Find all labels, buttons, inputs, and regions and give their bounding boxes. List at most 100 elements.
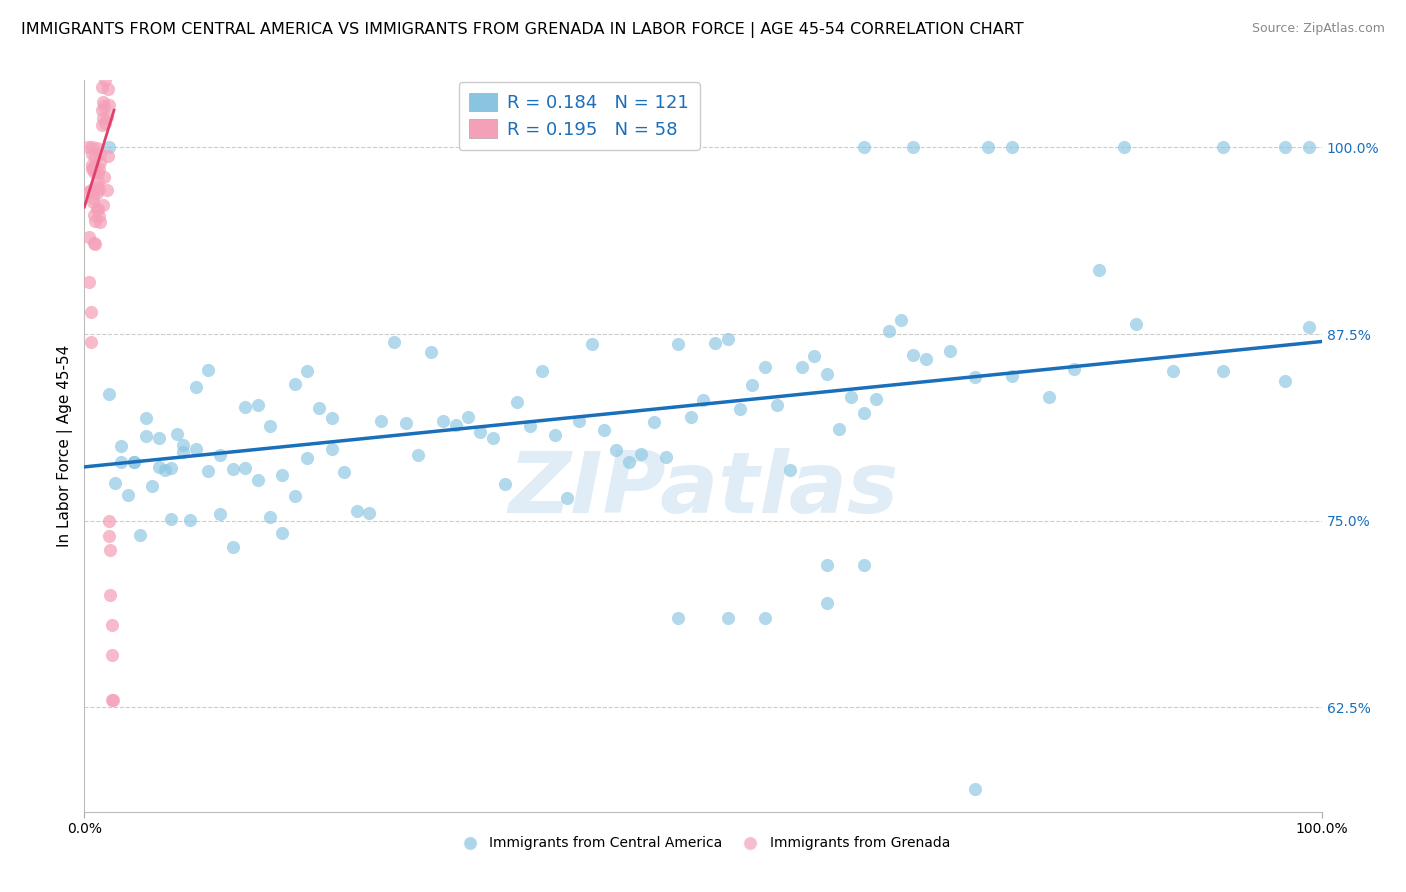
Point (89, 147, 111, 161)
Point (395, 416, 418, 430)
Point (80, 162, 103, 177)
Point (233, 461, 256, 475)
Point (84, 236, 107, 251)
Point (308, 401, 330, 415)
Point (741, 378, 763, 392)
Point (98, 140, 121, 154)
Point (815, 558, 838, 573)
Point (852, 558, 875, 573)
Point (295, 451, 318, 466)
Point (79, 304, 101, 318)
Point (852, 140, 875, 154)
Point (259, 510, 281, 524)
Point (568, 414, 591, 428)
Point (877, 324, 900, 338)
Point (98, 514, 121, 528)
Point (98, 543, 121, 558)
Point (1161, 364, 1184, 378)
Point (321, 411, 343, 425)
Point (80, 146, 103, 161)
Point (82, 161, 104, 176)
Point (1274, 375, 1296, 389)
Point (408, 448, 430, 462)
Point (89, 182, 111, 196)
Point (94, 116, 117, 130)
Point (222, 462, 245, 476)
Point (110, 455, 132, 469)
Point (84, 150, 107, 164)
Point (82, 194, 104, 209)
Point (91, 197, 114, 211)
Point (284, 489, 307, 503)
Point (704, 335, 727, 350)
Point (160, 512, 183, 526)
Point (77, 186, 100, 200)
Point (419, 344, 441, 359)
Text: Source: ZipAtlas.com: Source: ZipAtlas.com (1251, 22, 1385, 36)
Point (284, 377, 307, 392)
Point (295, 363, 318, 377)
Point (271, 526, 294, 541)
Point (89, 162, 111, 177)
Point (100, 692, 122, 706)
Point (382, 334, 405, 349)
Point (83, 164, 105, 178)
Point (357, 507, 380, 521)
Point (494, 477, 516, 491)
Text: IMMIGRANTS FROM CENTRAL AMERICA VS IMMIGRANTS FROM GRENADA IN LABOR FORCE | AGE : IMMIGRANTS FROM CENTRAL AMERICA VS IMMIG… (21, 22, 1024, 38)
Point (166, 427, 188, 442)
Point (179, 513, 201, 527)
Point (100, 618, 122, 632)
Point (93, 99, 115, 113)
Point (86, 141, 108, 155)
Point (89, 214, 111, 228)
Point (865, 392, 887, 407)
Point (1112, 140, 1135, 154)
Point (233, 400, 256, 414)
Point (135, 411, 157, 425)
Point (717, 332, 740, 346)
Point (122, 455, 145, 469)
Point (1125, 317, 1147, 331)
Point (457, 410, 479, 425)
Point (82, 191, 104, 205)
Point (101, 692, 124, 706)
Point (779, 463, 801, 477)
Point (117, 488, 139, 502)
Point (506, 395, 529, 409)
Point (246, 397, 269, 411)
Point (96, 183, 118, 197)
Point (593, 423, 616, 437)
Point (100, 648, 122, 662)
Point (90, 118, 112, 132)
Point (555, 491, 578, 505)
Point (643, 415, 665, 429)
Point (1038, 390, 1060, 404)
Point (77, 140, 100, 154)
Point (90, 103, 112, 117)
Point (148, 431, 170, 445)
Point (129, 527, 152, 541)
Point (655, 450, 678, 465)
Point (96, 110, 118, 124)
Point (91, 95, 114, 109)
Point (1001, 140, 1024, 154)
Point (197, 464, 219, 478)
Point (815, 596, 838, 610)
Text: ZIPatlas: ZIPatlas (508, 449, 898, 532)
Point (1212, 364, 1234, 378)
Point (79, 334, 101, 349)
Point (543, 427, 565, 442)
Point (605, 443, 627, 458)
Point (841, 390, 863, 404)
Point (321, 442, 343, 457)
Point (939, 343, 962, 358)
Point (1063, 362, 1085, 376)
Point (148, 459, 170, 474)
Point (80, 158, 103, 172)
Point (172, 444, 194, 458)
Point (815, 368, 838, 382)
Point (184, 379, 207, 393)
Point (91, 112, 114, 126)
Point (728, 402, 751, 417)
